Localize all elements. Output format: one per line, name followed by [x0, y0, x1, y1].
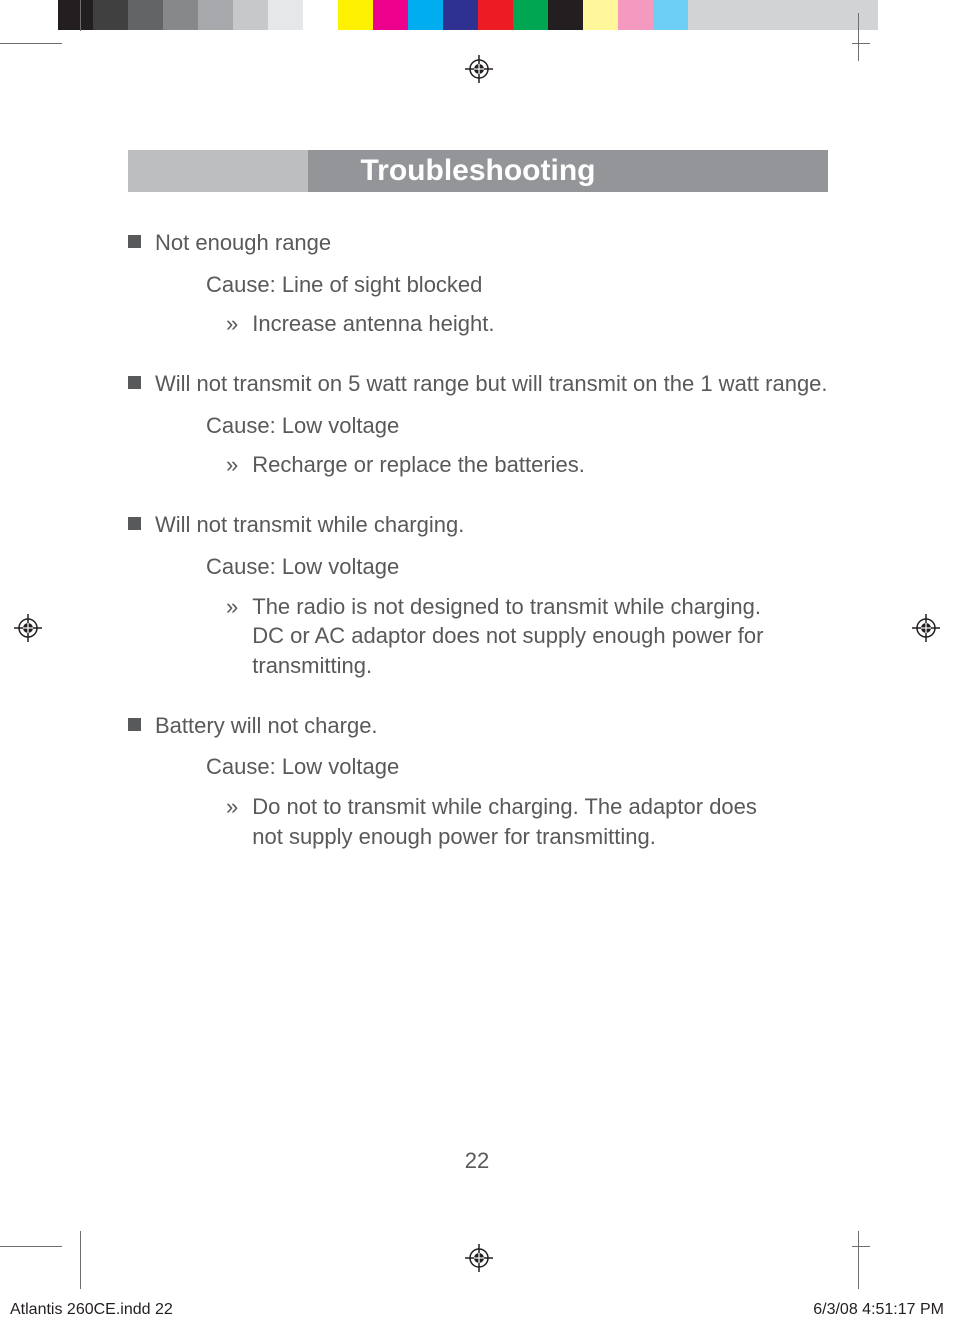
registration-mark-icon	[465, 55, 493, 83]
problem-text: Will not transmit while charging.	[155, 510, 828, 540]
color-swatch	[163, 0, 198, 30]
section-heading: Troubleshooting	[128, 154, 828, 188]
color-swatch	[583, 0, 618, 30]
solution-row: » The radio is not designed to transmit w…	[226, 592, 828, 681]
slug-filename: Atlantis 260CE.indd 22	[10, 1301, 173, 1319]
color-swatch	[618, 0, 653, 30]
color-swatch	[303, 0, 338, 30]
bullet-square-icon	[128, 376, 141, 389]
color-swatch	[548, 0, 583, 30]
color-swatch	[268, 0, 303, 30]
page-number: 22	[0, 1148, 954, 1174]
guillemet-icon: »	[226, 309, 238, 339]
print-slug: Atlantis 260CE.indd 22 6/3/08 4:51:17 PM	[10, 1301, 944, 1319]
solution-row: » Increase antenna height.	[226, 309, 828, 339]
crop-mark	[858, 1231, 859, 1289]
troubleshooting-item: Will not transmit while charging. Cause: …	[128, 510, 828, 680]
color-swatch	[653, 0, 688, 30]
guillemet-icon: »	[226, 592, 238, 622]
color-calibration-bar	[58, 0, 878, 30]
color-swatch	[93, 0, 128, 30]
solution-text: Do not to transmit while charging. The a…	[252, 792, 792, 851]
problem-row: Will not transmit while charging.	[128, 510, 828, 540]
color-swatch	[128, 0, 163, 30]
crop-mark	[852, 1246, 870, 1247]
crop-mark	[80, 0, 81, 31]
color-swatch	[513, 0, 548, 30]
crop-mark	[0, 1246, 62, 1247]
solution-row: » Do not to transmit while charging. The …	[226, 792, 828, 851]
bullet-square-icon	[128, 718, 141, 731]
problem-text: Not enough range	[155, 228, 828, 258]
cause-text: Cause: Line of sight blocked	[206, 270, 828, 300]
solution-row: » Recharge or replace the batteries.	[226, 450, 828, 480]
crop-mark	[80, 1231, 81, 1289]
solution-text: Increase antenna height.	[252, 309, 792, 339]
cause-text: Cause: Low voltage	[206, 552, 828, 582]
problem-row: Not enough range	[128, 228, 828, 258]
registration-mark-icon	[465, 1244, 493, 1272]
color-swatch	[198, 0, 233, 30]
color-swatch	[233, 0, 268, 30]
problem-text: Battery will not charge.	[155, 711, 828, 741]
color-swatch	[408, 0, 443, 30]
page-content: Troubleshooting Not enough range Cause: L…	[128, 150, 828, 881]
troubleshooting-item: Battery will not charge. Cause: Low volta…	[128, 711, 828, 852]
solution-text: Recharge or replace the batteries.	[252, 450, 792, 480]
section-heading-bar: Troubleshooting	[128, 150, 828, 192]
guillemet-icon: »	[226, 450, 238, 480]
cause-text: Cause: Low voltage	[206, 752, 828, 782]
color-swatch	[443, 0, 478, 30]
color-swatch	[338, 0, 373, 30]
color-swatch	[58, 0, 93, 30]
problem-text: Will not transmit on 5 watt range but wi…	[155, 369, 828, 399]
bullet-square-icon	[128, 235, 141, 248]
registration-mark-icon	[912, 614, 940, 642]
registration-mark-icon	[14, 614, 42, 642]
slug-datetime: 6/3/08 4:51:17 PM	[813, 1301, 944, 1319]
troubleshooting-item: Not enough range Cause: Line of sight blo…	[128, 228, 828, 339]
problem-row: Battery will not charge.	[128, 711, 828, 741]
solution-text: The radio is not designed to transmit wh…	[252, 592, 792, 681]
problem-row: Will not transmit on 5 watt range but wi…	[128, 369, 828, 399]
troubleshooting-item: Will not transmit on 5 watt range but wi…	[128, 369, 828, 480]
bullet-square-icon	[128, 517, 141, 530]
crop-mark	[0, 43, 62, 44]
crop-mark	[858, 13, 859, 61]
guillemet-icon: »	[226, 792, 238, 822]
cause-text: Cause: Low voltage	[206, 411, 828, 441]
color-swatch	[478, 0, 513, 30]
color-swatch	[688, 0, 878, 30]
crop-mark	[852, 43, 870, 44]
color-swatch	[373, 0, 408, 30]
